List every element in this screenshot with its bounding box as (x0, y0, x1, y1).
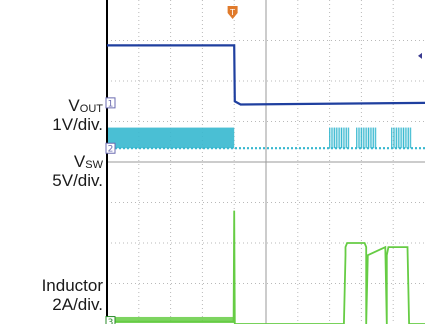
vout-trace (107, 44, 425, 106)
vsw-switching-band (108, 127, 235, 149)
vsw-scale: 5V/div. (52, 171, 103, 191)
vsw-label-v: V (73, 152, 86, 171)
vout-label-sub: OUT (79, 103, 103, 115)
channel-markers: 1 2 3 T (105, 6, 422, 324)
trigger-marker-icon (227, 6, 238, 19)
channel-3-marker: 3 (108, 318, 114, 324)
channel-2-marker: 2 (108, 145, 114, 155)
inductor-label: Inductor 2A/div. (42, 276, 103, 314)
vout-label-v: V (68, 96, 80, 115)
vsw-label-sub: SW (85, 159, 103, 171)
scope-grid (106, 0, 425, 324)
channel-2-marker-box (105, 142, 116, 154)
inductor-name: Inductor (41, 276, 103, 295)
trigger-marker-label: T (229, 8, 235, 17)
channel-1-marker: 1 (108, 99, 114, 109)
inductor-scale: 2A/div. (52, 295, 103, 315)
vout-label: VOUT 1V/div. (52, 96, 103, 134)
channel-1-marker-box (105, 97, 116, 109)
scope-traces (107, 44, 425, 324)
inductor-trace (107, 210, 425, 324)
vsw-label: VSW 5V/div. (52, 152, 103, 190)
channel-3-marker-box (105, 316, 116, 324)
offset-arrow-icon (418, 52, 422, 59)
inductor-noise-band (108, 316, 235, 323)
vout-scale: 1V/div. (52, 115, 103, 135)
